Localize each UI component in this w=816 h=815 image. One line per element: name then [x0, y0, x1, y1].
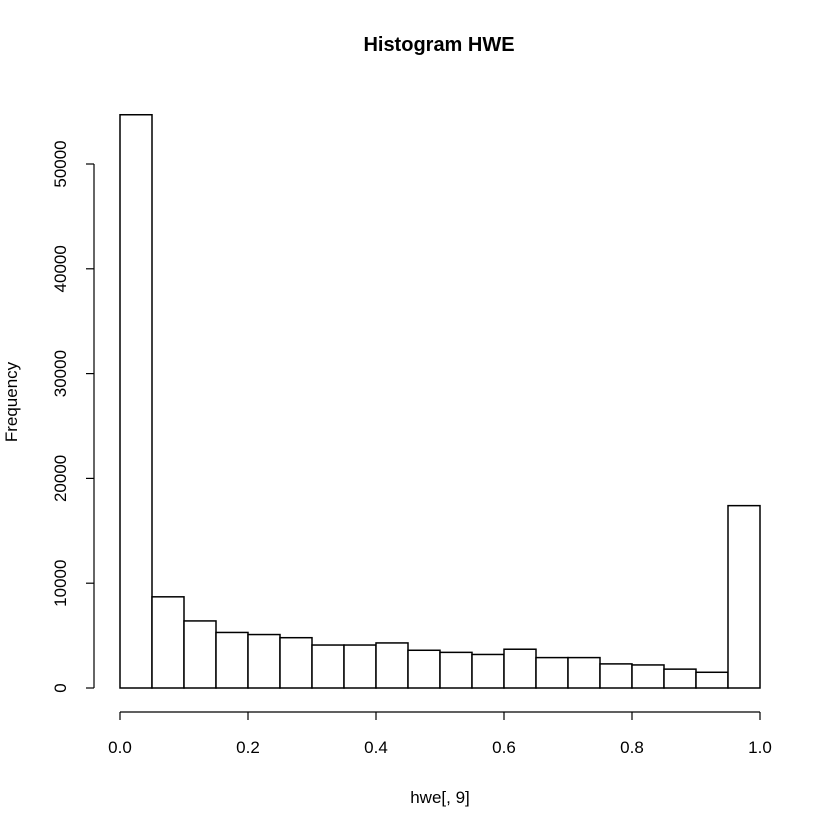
y-axis-label: Frequency — [2, 361, 21, 442]
histogram-bar-18 — [663, 668, 697, 689]
histogram-bar-5 — [247, 633, 281, 689]
chart-title: Histogram HWE — [363, 34, 514, 56]
x-tick-label: 0.2 — [236, 738, 260, 757]
histogram-bar-4 — [215, 631, 249, 689]
histogram-bar-15 — [567, 656, 601, 689]
x-tick-label: 0.4 — [364, 738, 388, 757]
histogram-bar-12 — [471, 653, 505, 689]
histogram-bar-16 — [599, 663, 633, 689]
x-axis-label: hwe[, 9] — [410, 788, 470, 807]
histogram-bar-13 — [503, 648, 537, 689]
y-tick-label: 30000 — [51, 350, 70, 397]
x-tick-label: 0.8 — [620, 738, 644, 757]
bars-group — [119, 113, 761, 689]
y-tick-label: 50000 — [51, 140, 70, 187]
histogram-bar-19 — [695, 671, 729, 689]
histogram-bar-9 — [375, 642, 409, 689]
histogram-bar-3 — [183, 620, 217, 689]
y-axis: 0 10000 20000 30000 40000 50000 — [51, 140, 95, 693]
histogram-bar-14 — [535, 656, 569, 689]
y-tick-label: 40000 — [51, 245, 70, 292]
x-tick-label: 0.6 — [492, 738, 516, 757]
histogram-bar-11 — [439, 651, 473, 689]
histogram-bar-8 — [343, 644, 377, 689]
x-axis: 0.0 0.2 0.4 0.6 0.8 1.0 — [108, 711, 772, 757]
histogram-bar-17 — [631, 664, 665, 689]
histogram-bar-7 — [311, 644, 345, 689]
histogram-bar-2 — [151, 596, 185, 689]
x-tick-label: 0.0 — [108, 738, 132, 757]
histogram-bar-1 — [119, 113, 153, 689]
histogram-bar-6 — [279, 636, 313, 689]
histogram-bar-10 — [407, 649, 441, 689]
y-tick-label: 10000 — [51, 560, 70, 607]
histogram-bar-20 — [727, 504, 761, 689]
x-tick-label: 1.0 — [748, 738, 772, 757]
y-tick-label: 0 — [51, 683, 70, 692]
y-tick-label: 20000 — [51, 455, 70, 502]
